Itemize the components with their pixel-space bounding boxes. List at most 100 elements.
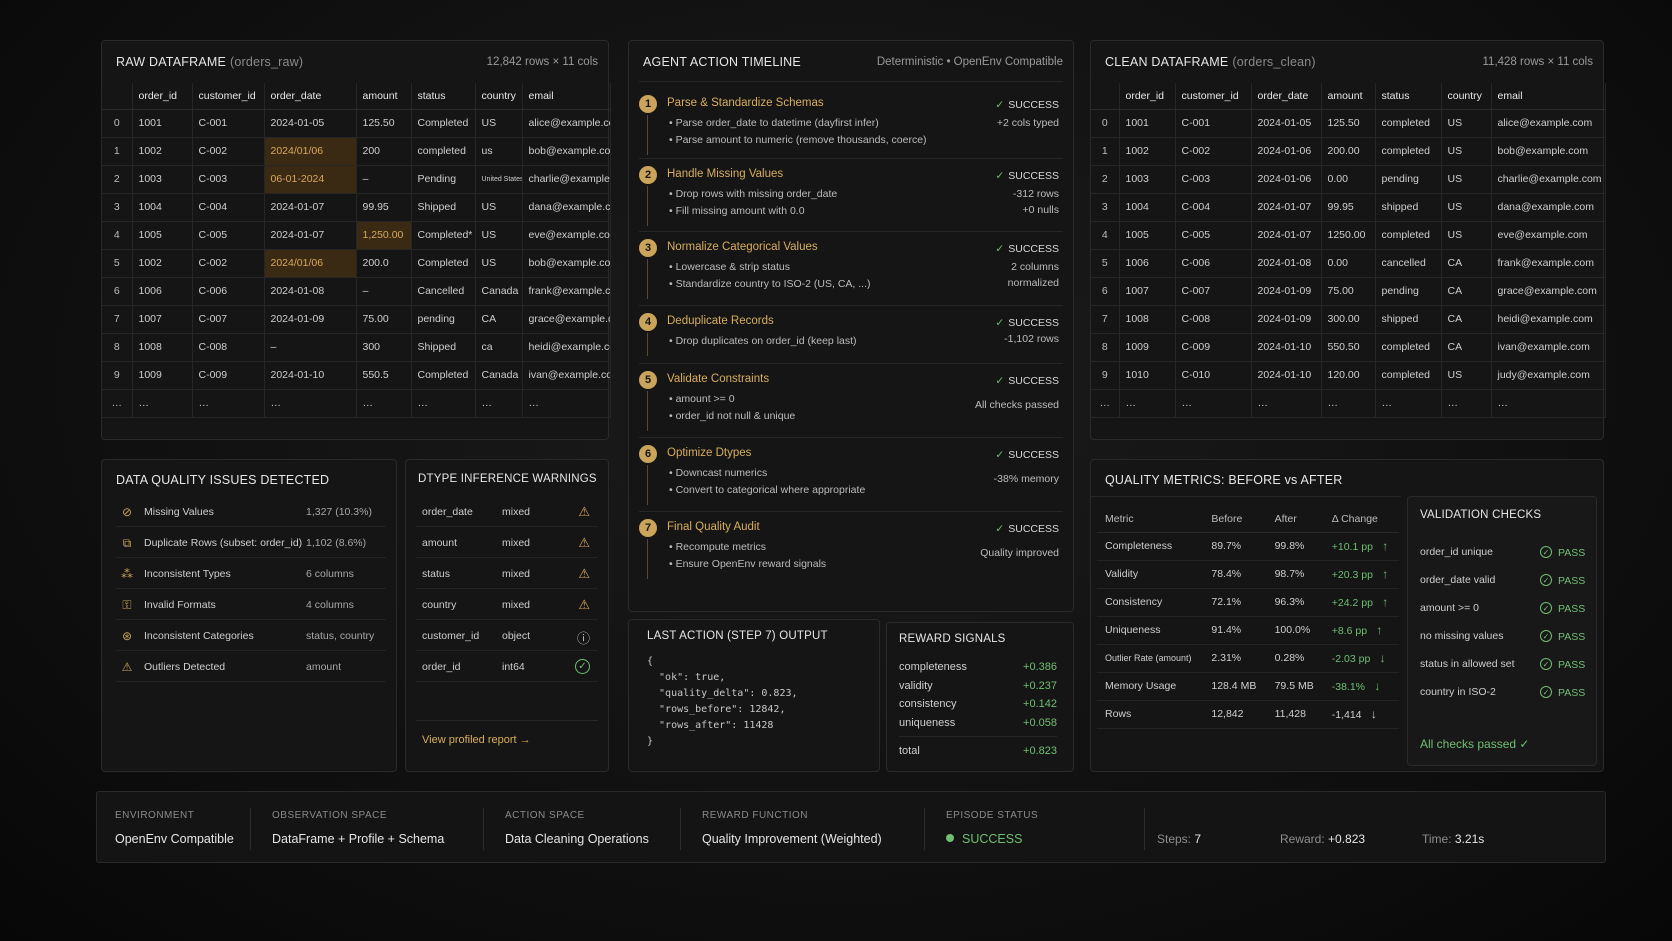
issue-row[interactable]: ⊘ Missing Values 1,327 (10.3%) xyxy=(116,498,386,527)
table-cell: 6 xyxy=(1091,277,1120,306)
dtype-row[interactable]: amount mixed ⚠ xyxy=(416,529,598,558)
metric-change: -2.03 pp ↓ xyxy=(1323,644,1399,673)
table-cell: charlie@example.com xyxy=(1491,165,1606,194)
reward-signal-row: completeness +0.386 xyxy=(899,661,1057,679)
table-row[interactable]: 0 1001 C-001 2024-01-05 125.50 Completed US ali… xyxy=(102,109,611,138)
validation-status-text: PASS xyxy=(1558,631,1586,643)
column-header[interactable]: order_date xyxy=(264,83,357,110)
table-cell: 2024/01/06 xyxy=(264,249,357,278)
step-bullet: • Lowercase & strip status xyxy=(669,261,790,273)
raw-dataframe-table[interactable]: order_id customer_id order_date amount statu… xyxy=(102,83,611,418)
table-cell: Completed xyxy=(411,361,476,390)
metric-before: 89.7% xyxy=(1203,532,1267,561)
dtype-row[interactable]: customer_id object ⓘ xyxy=(416,622,598,651)
table-cell: 1007 xyxy=(132,305,193,334)
table-row[interactable]: 8 1009 C-009 2024-01-10 550.50 completed CA iva… xyxy=(1091,333,1606,362)
metric-before: 78.4% xyxy=(1203,560,1267,589)
table-row[interactable]: 7 1008 C-008 2024-01-09 300.00 shipped CA heidi… xyxy=(1091,305,1606,334)
column-header[interactable]: order_id xyxy=(1119,83,1176,110)
issue-row[interactable]: ⁂ Inconsistent Types 6 columns xyxy=(116,560,386,589)
dtype-row[interactable]: status mixed ⚠ xyxy=(416,560,598,589)
step-result-line: +0 nulls xyxy=(1022,204,1059,216)
environment-label: ENVIRONMENT xyxy=(115,810,195,821)
column-header[interactable]: email xyxy=(1491,83,1606,110)
table-row[interactable]: 1 1002 C-002 2024-01-06 200.00 completed US bob… xyxy=(1091,137,1606,166)
table-row[interactable]: 3 1004 C-004 2024-01-07 99.95 Shipped US dana@e… xyxy=(102,193,611,222)
table-cell: 4 xyxy=(102,221,133,250)
step-number-badge: 3 xyxy=(639,239,657,257)
dtype-warnings-panel: DTYPE INFERENCE WARNINGS order_date mixed… xyxy=(405,459,609,772)
dtype-inferred-type: int64 xyxy=(502,661,525,673)
outliers-icon: ⚠ xyxy=(121,660,133,674)
issue-row[interactable]: ⧉ Duplicate Rows (subset: order_id) 1,102 … xyxy=(116,529,386,558)
table-row[interactable]: 4 1005 C-005 2024-01-07 1250.00 completed US ev… xyxy=(1091,221,1606,250)
table-row[interactable]: 2 1003 C-003 2024-01-06 0.00 pending US charlie… xyxy=(1091,165,1606,194)
column-header[interactable]: status xyxy=(411,83,476,110)
table-cell: completed xyxy=(1375,137,1442,166)
table-row[interactable]: 5 1006 C-006 2024-01-08 0.00 cancelled CA frank… xyxy=(1091,249,1606,278)
table-row[interactable]: 5 1002 C-002 2024/01/06 200.0 Completed US bob@… xyxy=(102,249,611,278)
metric-after: 99.8% xyxy=(1266,532,1324,561)
view-profiled-report-link[interactable]: View profiled report → xyxy=(422,734,531,746)
dtype-row[interactable]: order_date mixed ⚠ xyxy=(416,498,598,527)
table-row[interactable]: …………………… xyxy=(102,389,611,418)
column-header[interactable] xyxy=(1091,83,1120,110)
column-header[interactable]: order_id xyxy=(132,83,193,110)
table-cell: Pending xyxy=(411,165,476,194)
table-row[interactable]: 1 1002 C-002 2024/01/06 200 completed us bob@ex… xyxy=(102,137,611,166)
issue-row[interactable]: ⊛ Inconsistent Categories status, country xyxy=(116,622,386,651)
table-cell: 5 xyxy=(1091,249,1120,278)
last-action-panel: LAST ACTION (STEP 7) OUTPUT { "ok": true… xyxy=(628,619,880,772)
column-header[interactable]: country xyxy=(475,83,523,110)
dtype-row[interactable]: order_id int64 ✓ xyxy=(416,653,598,682)
table-cell: 2024-01-10 xyxy=(1251,333,1322,362)
issue-label: Duplicate Rows (subset: order_id) xyxy=(144,537,303,549)
table-row[interactable]: 0 1001 C-001 2024-01-05 125.50 completed US ali… xyxy=(1091,109,1606,138)
table-cell: 0.00 xyxy=(1321,165,1376,194)
table-cell: 200.00 xyxy=(1321,137,1376,166)
table-cell: United States xyxy=(475,165,523,194)
dtype-inferred-type: mixed xyxy=(502,506,531,518)
table-cell: 1250.00 xyxy=(1321,221,1376,250)
step-bullet-text: Downcast numerics xyxy=(675,467,768,479)
column-header[interactable]: customer_id xyxy=(1175,83,1252,110)
step-connector-line xyxy=(647,186,648,226)
table-cell: 1002 xyxy=(132,249,193,278)
table-cell: US xyxy=(475,109,523,138)
column-header[interactable]: order_date xyxy=(1251,83,1322,110)
table-row[interactable]: 4 1005 C-005 2024-01-07 1,250.00 Completed* US… xyxy=(102,221,611,250)
issue-label: Outliers Detected xyxy=(144,661,226,673)
clean-dataframe-table[interactable]: order_id customer_id order_date amount statu… xyxy=(1091,83,1606,418)
dtype-row[interactable]: country mixed ⚠ xyxy=(416,591,598,620)
step-status: ✓ SUCCESS xyxy=(995,449,1059,461)
metrics-row: Completeness 89.7% 99.8% +10.1 pp ↑ xyxy=(1097,532,1399,561)
status-divider xyxy=(250,808,251,850)
table-row[interactable]: 9 1009 C-009 2024-01-10 550.5 Completed Canada… xyxy=(102,361,611,390)
table-row[interactable]: 6 1006 C-006 2024-01-08– Cancelled Canada fran… xyxy=(102,277,611,306)
column-header[interactable]: customer_id xyxy=(192,83,265,110)
column-header[interactable]: email xyxy=(522,83,611,110)
table-row[interactable]: 2 1003 C-003 06-01-2024– Pending United State… xyxy=(102,165,611,194)
table-cell: 4 xyxy=(1091,221,1120,250)
table-row[interactable]: 9 1010 C-010 2024-01-10 120.00 completed US jud… xyxy=(1091,361,1606,390)
column-header[interactable]: amount xyxy=(1321,83,1376,110)
table-cell: C-005 xyxy=(1175,221,1252,250)
column-header[interactable]: status xyxy=(1375,83,1442,110)
issue-row[interactable]: ⚿ Invalid Formats 4 columns xyxy=(116,591,386,620)
table-cell: C-008 xyxy=(192,333,265,362)
table-row[interactable]: 6 1007 C-007 2024-01-09 75.00 pending CA grace@… xyxy=(1091,277,1606,306)
check-circle-icon: ✓ xyxy=(1540,658,1552,670)
issue-row[interactable]: ⚠ Outliers Detected amount xyxy=(116,653,386,682)
column-header[interactable]: country xyxy=(1441,83,1492,110)
table-cell: C-007 xyxy=(1175,277,1252,306)
step-bullet: • Fill missing amount with 0.0 xyxy=(669,205,805,217)
table-row[interactable]: …………………… xyxy=(1091,389,1606,418)
column-header[interactable] xyxy=(102,83,133,110)
table-row[interactable]: 7 1007 C-007 2024-01-09 75.00 pending CA grace@… xyxy=(102,305,611,334)
column-header[interactable]: amount xyxy=(356,83,412,110)
metric-after: 96.3% xyxy=(1266,588,1324,617)
table-cell: 1003 xyxy=(1119,165,1176,194)
table-cell: US xyxy=(475,249,523,278)
table-row[interactable]: 3 1004 C-004 2024-01-07 99.95 shipped US dana@e… xyxy=(1091,193,1606,222)
